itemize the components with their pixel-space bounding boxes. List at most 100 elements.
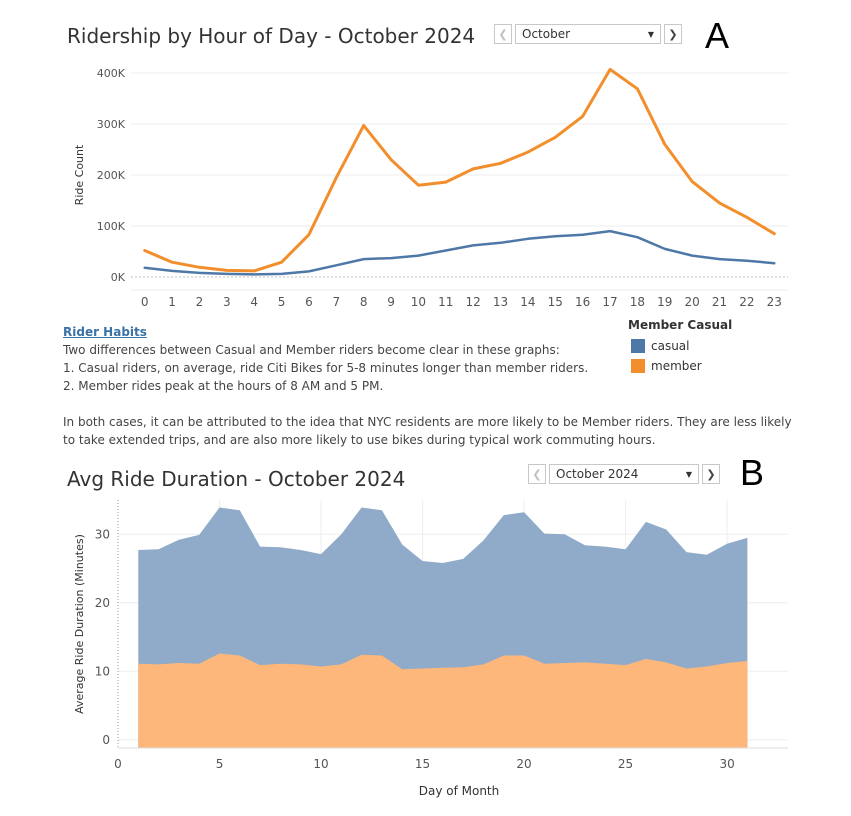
data-point-casual (581, 233, 583, 235)
data-point-member (554, 136, 556, 138)
data-point-member (390, 159, 392, 161)
legend-item-casual[interactable]: casual (628, 336, 732, 356)
y-tick-label: 200K (97, 169, 126, 182)
chart-b-prev-button[interactable]: ❮ (528, 464, 546, 484)
x-tick-label: 7 (332, 295, 340, 309)
legend-item-member[interactable]: member (628, 356, 732, 376)
chart-a-label: A (705, 15, 730, 56)
data-point-member (401, 668, 403, 670)
chevron-left-icon: ❮ (498, 27, 508, 41)
data-point-member (499, 162, 501, 164)
data-point-member (773, 232, 775, 234)
y-axis-title: Average Ride Duration (Minutes) (73, 534, 86, 714)
x-tick-label: 15 (548, 295, 563, 309)
data-point-casual (280, 273, 282, 275)
data-point-member (381, 654, 383, 656)
data-point-casual (218, 506, 220, 508)
chart-b-month-dropdown[interactable]: October 2024 ▼ (549, 464, 699, 484)
x-tick-label: 25 (618, 757, 633, 771)
data-point-casual (178, 539, 180, 541)
data-point-casual (726, 543, 728, 545)
x-tick-label: 23 (767, 295, 782, 309)
y-tick-label: 10 (95, 664, 110, 678)
data-point-casual (746, 259, 748, 261)
x-tick-label: 18 (630, 295, 645, 309)
chart-a-next-button[interactable]: ❯ (664, 24, 682, 44)
chart-b-next-button[interactable]: ❯ (702, 464, 720, 484)
data-point-casual (746, 536, 748, 538)
data-point-casual (609, 230, 611, 232)
chart-a-prev-button[interactable]: ❮ (494, 24, 512, 44)
data-point-casual (636, 236, 638, 238)
data-point-member (746, 216, 748, 218)
x-tick-label: 13 (493, 295, 508, 309)
x-tick-label: 19 (657, 295, 672, 309)
data-point-member (523, 654, 525, 656)
caret-down-icon: ▼ (647, 29, 654, 39)
data-point-casual (417, 254, 419, 256)
x-tick-label: 16 (575, 295, 590, 309)
data-point-member (563, 662, 565, 664)
data-point-casual (300, 549, 302, 551)
data-point-member (445, 181, 447, 183)
data-point-member (320, 665, 322, 667)
data-point-member (665, 661, 667, 663)
data-point-member (157, 663, 159, 665)
x-tick-label: 22 (739, 295, 754, 309)
data-point-casual (157, 548, 159, 550)
chart-b-area-chart: 0 10 20 30 0 5 10 15 20 25 30 Day of Month Average R… (73, 500, 788, 798)
data-point-casual (499, 242, 501, 244)
legend-label-casual: casual (651, 339, 690, 353)
y-tick-label: 400K (97, 67, 126, 80)
x-tick-label: 11 (438, 295, 453, 309)
data-point-casual (253, 273, 255, 275)
x-tick-label: 6 (305, 295, 313, 309)
chevron-left-icon: ❮ (532, 467, 542, 481)
data-point-casual (279, 546, 281, 548)
chart-a-month-dropdown[interactable]: October ▼ (515, 24, 661, 44)
data-point-casual (691, 254, 693, 256)
legend-label-member: member (651, 359, 702, 373)
data-point-member (198, 266, 200, 268)
x-tick-label: 5 (278, 295, 286, 309)
data-point-casual (143, 267, 145, 269)
data-point-casual (624, 548, 626, 550)
series-line-member (143, 67, 776, 273)
data-point-member (581, 115, 583, 117)
x-tick-label: 21 (712, 295, 727, 309)
data-point-member (226, 269, 228, 271)
data-point-member (171, 261, 173, 263)
x-tick-label: 5 (216, 757, 224, 771)
notes-paragraph: In both cases, it can be attributed to t… (63, 415, 792, 447)
x-tick-label: 17 (602, 295, 617, 309)
x-tick-label: 10 (313, 757, 328, 771)
data-point-casual (664, 248, 666, 250)
x-tick-label: 12 (466, 295, 481, 309)
x-tick-label: 3 (223, 295, 231, 309)
data-point-member (482, 663, 484, 665)
legend-swatch-casual (631, 339, 645, 353)
rider-habits-notes: Rider Habits Two differences between Cas… (63, 323, 793, 449)
x-tick-label: 4 (250, 295, 258, 309)
y-tick-label: 0 (102, 733, 110, 747)
data-point-casual (239, 509, 241, 511)
y-tick-label: 300K (97, 118, 126, 131)
caret-down-icon: ▼ (685, 469, 692, 479)
data-point-member (280, 261, 282, 263)
chart-a-title: Ridership by Hour of Day - October 2024 (67, 24, 476, 48)
data-point-casual (503, 514, 505, 516)
data-point-member (442, 667, 444, 669)
series-line-casual (143, 229, 776, 276)
legend-title: Member Casual (628, 318, 733, 332)
x-tick-label: 30 (719, 757, 734, 771)
y-tick-label: 20 (95, 596, 110, 610)
y-axis-title: Ride Count (73, 144, 86, 205)
data-point-member (417, 184, 419, 186)
notes-line-2: 1. Casual riders, on average, ride Citi … (63, 361, 589, 375)
data-point-member (726, 662, 728, 664)
data-point-member (685, 667, 687, 669)
dropdown-value: October (522, 27, 571, 41)
data-point-member (609, 68, 611, 70)
chart-a-month-filter: ❮ October ▼ ❯ (494, 23, 682, 45)
